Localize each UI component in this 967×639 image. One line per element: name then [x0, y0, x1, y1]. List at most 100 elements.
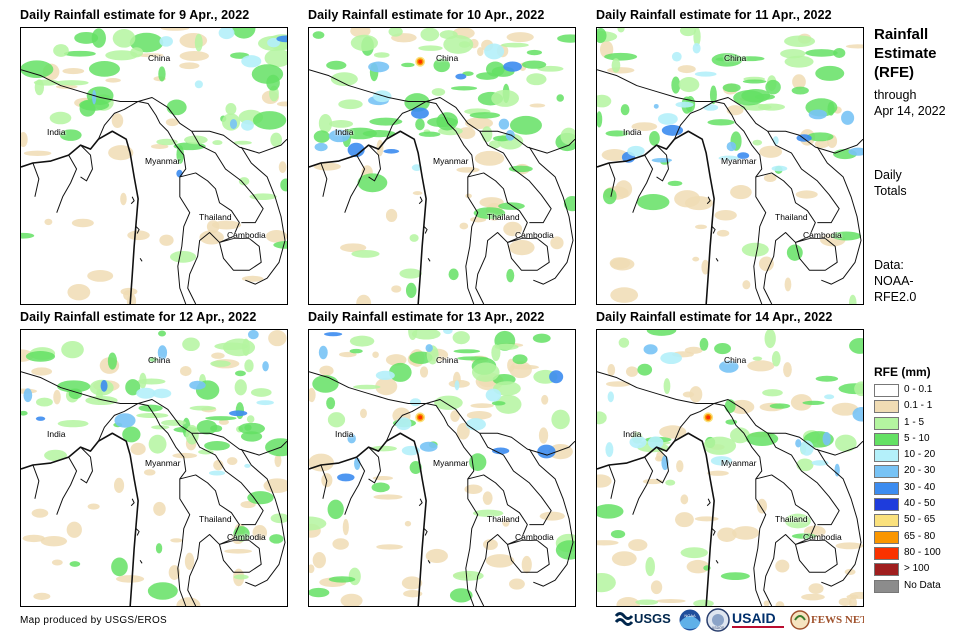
rainfall-patch-light [465, 193, 472, 199]
rainfall-patch-light [509, 239, 535, 256]
legend-label: 30 - 40 [904, 481, 936, 493]
rainfall-patch-moderate [373, 52, 390, 58]
rainfall-patch-light [550, 236, 564, 250]
rainfall-patch-light [263, 478, 287, 494]
rainfall-patch-moderate [693, 599, 714, 606]
usaid-logo: USAID [732, 606, 788, 634]
rainfall-patch-heavy [726, 141, 737, 152]
legend-label: 40 - 50 [904, 498, 936, 510]
legend-label: 50 - 65 [904, 514, 936, 526]
rainfall-patch-light [179, 51, 209, 61]
rainfall-patch-heavy [443, 330, 453, 335]
country-boundary [219, 539, 262, 573]
legend-swatch [874, 432, 899, 446]
rainfall-patch-light [474, 150, 505, 166]
rainfall-patch-moderate [252, 111, 287, 130]
rainfall-patch-moderate [714, 343, 731, 355]
rainfall-patch-light [213, 459, 224, 471]
country-boundary [467, 474, 528, 606]
rainfall-patch-light [108, 145, 134, 161]
country-boundary [706, 196, 719, 262]
rainfall-patch-light [224, 549, 252, 554]
rainfall-patch-heavy [492, 447, 510, 455]
rainfall-patch-light [538, 427, 549, 444]
rainfall-patch-moderate [411, 330, 441, 340]
usdos-seal-logo: USDOS [706, 606, 730, 634]
rainfall-patch-light [170, 538, 183, 543]
rainfall-patch-light [694, 516, 719, 522]
rainfall-patch-moderate [184, 135, 208, 145]
rainfall-patch-heavy [314, 142, 328, 152]
rainfall-patch-moderate [318, 113, 333, 133]
side-title-line: Rainfall [874, 26, 929, 43]
rainfall-patch-moderate [328, 576, 356, 583]
rainfall-patch-moderate [667, 180, 683, 187]
rainfall-patch-light [62, 68, 85, 75]
country-boundary [656, 144, 669, 182]
rainfall-map: China India Myanmar Thailand Cambodia [308, 27, 576, 305]
rainfall-patch-moderate [182, 337, 200, 352]
place-label-myanmar: Myanmar [433, 156, 469, 166]
rainfall-patch-light [252, 524, 268, 541]
rainfall-patch-moderate [57, 419, 89, 428]
country-boundary [816, 448, 862, 587]
rainfall-patch-moderate [805, 49, 838, 57]
rainfall-patch-light [87, 503, 100, 510]
rainfall-patch-light [114, 477, 125, 494]
rainfall-patch-moderate [244, 424, 252, 431]
rainfall-patch-light [168, 565, 181, 580]
rainfall-patch-moderate [433, 58, 450, 73]
rainfall-patch-heavy [157, 345, 168, 361]
rainfall-patch-moderate [604, 52, 638, 61]
legend-swatch [874, 563, 899, 577]
rainfall-patch-moderate [741, 242, 769, 257]
rainfall-patch-light [172, 452, 198, 459]
rainfall-patch-moderate [645, 557, 655, 577]
rainfall-patch-light [268, 330, 287, 347]
rainfall-patch-light [529, 103, 546, 108]
place-label-cambodia: Cambodia [227, 230, 266, 240]
place-label-myanmar: Myanmar [721, 156, 757, 166]
rainfall-patch-light [274, 454, 282, 468]
legend-swatch [874, 465, 899, 479]
rainfall-patch-heavy [241, 120, 254, 131]
rainfall-patch-light [31, 508, 49, 518]
rainfall-patch-heavy [229, 118, 238, 130]
country-boundary [21, 371, 287, 456]
rainfall-patch-heavy [703, 104, 719, 111]
data-source-line: RFE2.0 [874, 290, 917, 304]
logo-strip: USGS NOAA USDOS USAID FEWS NET [614, 606, 864, 634]
period-text: through Apr 14, 2022 [874, 87, 946, 119]
rainfall-patch-moderate [415, 118, 425, 131]
country-boundary [385, 100, 479, 304]
country-boundary [673, 100, 767, 304]
map-credit: Map produced by USGS/EROS [20, 615, 168, 626]
rainfall-patch-moderate [526, 49, 543, 56]
place-label-thailand: Thailand [775, 212, 808, 222]
rainfall-patch-moderate [388, 28, 403, 37]
country-boundary [130, 196, 143, 262]
rainfall-patch-moderate [498, 202, 525, 210]
country-boundary [597, 371, 863, 456]
rainfall-patch-light [342, 518, 349, 536]
rainfall-patch-moderate [349, 335, 375, 347]
rainfall-patch-heavy [822, 431, 831, 446]
rainfall-patch-moderate [107, 352, 117, 370]
rainfall-patch-light [597, 474, 612, 488]
rainfall-patch-moderate [745, 431, 779, 447]
rainfall-patch-moderate [194, 33, 203, 52]
rainfall-patch-light [179, 62, 200, 70]
rainfall-patch-moderate [597, 504, 624, 519]
place-label-myanmar: Myanmar [433, 458, 469, 468]
country-boundary [608, 456, 654, 515]
rainfall-patch-moderate [266, 74, 280, 91]
rainfall-patch-heavy [647, 436, 664, 449]
rainfall-patch-moderate [449, 588, 473, 603]
panel-title: Daily Rainfall estimate for 12 Apr., 202… [20, 310, 257, 324]
rainfall-patch-light [184, 552, 195, 570]
country-boundary [32, 456, 78, 515]
rainfall-field [309, 28, 575, 304]
rainfall-patch-light [784, 277, 792, 292]
place-label-cambodia: Cambodia [515, 532, 554, 542]
rainfall-patch-heavy [337, 473, 355, 482]
